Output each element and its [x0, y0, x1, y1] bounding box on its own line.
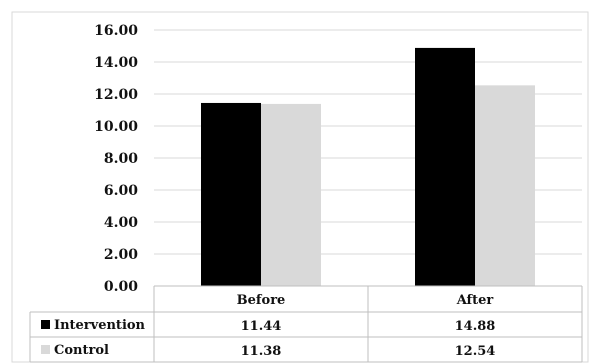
y-tick-label: 16.00: [94, 23, 138, 39]
bar-intervention-before: [201, 102, 261, 287]
y-tick-label: 6.00: [104, 183, 138, 199]
y-axis: 0.00 2.00 4.00 6.00 8.00 10.00 12.00 14.00 16.00: [94, 23, 138, 295]
y-tick-label: 8.00: [104, 151, 138, 167]
y-tick-label: 2.00: [104, 247, 138, 263]
legend-key-control: [41, 345, 50, 354]
bar-intervention-after: [415, 47, 475, 286]
legend-key-intervention: [41, 320, 50, 329]
bar-control-after: [475, 85, 535, 286]
y-tick-label: 4.00: [104, 215, 138, 231]
y-tick-label: 14.00: [94, 55, 138, 71]
y-tick-label: 12.00: [94, 87, 138, 103]
y-tick-label: 10.00: [94, 119, 138, 135]
data-table-value: 11.38: [241, 344, 282, 359]
bar-control-before: [261, 103, 321, 286]
legend-label: Intervention: [54, 318, 146, 333]
x-category-label: After: [456, 293, 494, 308]
data-table: Before After Intervention 11.44 14.88 Control…: [29, 285, 583, 363]
data-table-value: 12.54: [455, 344, 496, 359]
bars: [201, 47, 535, 287]
y-tick-label: 0.00: [104, 279, 138, 295]
data-table-value: 11.44: [241, 319, 282, 334]
x-category-label: Before: [237, 293, 286, 308]
legend-label: Control: [54, 343, 109, 358]
data-table-value: 14.88: [455, 319, 496, 334]
